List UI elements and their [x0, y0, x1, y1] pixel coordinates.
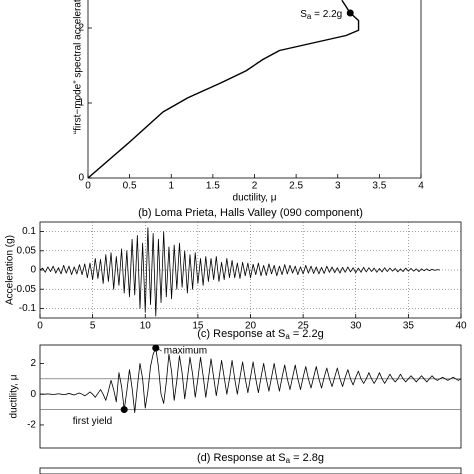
x-tick-label: 0.5	[123, 181, 137, 192]
y-tick-label: 1	[78, 98, 84, 109]
x-tick-label: 35	[403, 321, 415, 332]
x-tick-label: 2.5	[289, 181, 303, 192]
y-tick-label: 0	[30, 389, 36, 400]
y-tick-label: -0.1	[19, 303, 37, 314]
marker-point	[120, 406, 128, 414]
y-tick-label: 0	[30, 265, 36, 276]
x-tick-label: 20	[245, 321, 257, 332]
point-label: maximum	[164, 346, 207, 357]
y-tick-label: 2	[30, 358, 36, 369]
x-tick-label: 5	[90, 321, 96, 332]
text-part: (c) Response at S	[197, 328, 285, 340]
x-tick-label: 25	[298, 321, 310, 332]
subscript: a	[285, 332, 290, 341]
y-tick-label: 0	[78, 173, 84, 184]
x-tick-label: 1.5	[206, 181, 220, 192]
marker-point	[152, 344, 160, 352]
x-tick-label: 1	[168, 181, 174, 192]
x-tick-label: 2	[252, 181, 258, 192]
panel-caption: (c) Response at Sa = 2.2g	[197, 328, 323, 341]
y-tick-label: -2	[27, 420, 36, 431]
text-part: S	[300, 9, 307, 20]
label-leader	[156, 347, 162, 352]
text-part: = 2.8g	[290, 452, 324, 464]
x-tick-label: 3.5	[372, 181, 386, 192]
point-label: first yield	[73, 416, 112, 427]
plot-frame	[39, 344, 462, 449]
panel-caption: (d) Response at Sa = 2.8g	[197, 452, 324, 465]
subscript: a	[307, 12, 312, 21]
x-tick-label: 4	[418, 181, 424, 192]
y-tick-label: -0.05	[13, 284, 36, 295]
y-tick-label: 0.1	[22, 226, 36, 237]
x-tick-label: 0	[85, 181, 91, 192]
x-tick-label: 15	[192, 321, 204, 332]
text-part: = 2.2g	[311, 9, 342, 20]
series-line	[40, 347, 461, 414]
y-axis-label: ductility, μ	[9, 374, 20, 418]
point-label: Sa = 2.2g	[300, 9, 342, 21]
y-axis-label: “first−mode” spectral acceleration	[73, 0, 84, 134]
text-part: (d) Response at S	[197, 452, 286, 464]
x-tick-label: 10	[140, 321, 152, 332]
x-tick-label: 30	[350, 321, 362, 332]
x-tick-label: 0	[37, 321, 43, 332]
text-part: = 2.2g	[290, 328, 324, 340]
y-tick-label: 0.05	[17, 245, 37, 256]
plot-frame	[39, 467, 462, 474]
x-axis-label: ductility, μ	[233, 193, 277, 204]
panel-caption: (b) Loma Prieta, Halls Valley (090 compo…	[138, 207, 363, 219]
x-tick-label: 40	[455, 321, 467, 332]
y-axis-label: Acceleration (g)	[5, 235, 16, 305]
y-tick-label: 2	[78, 23, 84, 34]
series-line	[40, 227, 441, 317]
subscript: a	[286, 456, 291, 465]
series-line	[88, 0, 360, 178]
marker-point	[346, 9, 354, 17]
x-tick-label: 3	[335, 181, 341, 192]
